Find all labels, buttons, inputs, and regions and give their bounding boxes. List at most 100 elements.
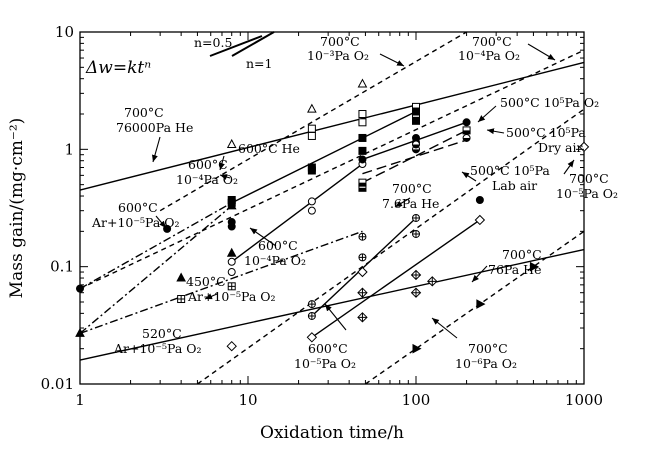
annotation-arrow <box>461 171 477 182</box>
annotation-label: 450°C <box>186 274 226 289</box>
data-point <box>474 214 486 226</box>
data-point <box>307 197 316 206</box>
data-point <box>412 133 420 142</box>
fit-line <box>79 205 233 334</box>
axis-ticks <box>79 31 585 385</box>
data-point <box>307 131 316 140</box>
annotation-label: 700°C <box>124 105 164 120</box>
rate-law-equation: Δw=ktⁿ <box>85 58 151 78</box>
data-point <box>176 272 186 282</box>
data-point <box>75 327 85 337</box>
data-point <box>462 133 471 142</box>
annotation-label: n=1 <box>246 56 272 71</box>
fit-line <box>231 163 363 263</box>
annotation-label: 76Pa He <box>488 262 541 277</box>
annotation-label: Ar+10⁻⁵Pa O₂ <box>187 289 276 304</box>
fit-line <box>362 139 467 175</box>
annotation-arrow <box>477 105 497 123</box>
data-point <box>476 299 486 309</box>
annotation-label: 76000Pa He <box>116 120 193 135</box>
data-point <box>412 343 422 354</box>
annotation-label: 10⁻⁵Pa O₂ <box>556 186 618 201</box>
annotation-arrow <box>471 265 488 283</box>
tick-labels: 1 10 100 1000 0.01 0.1 1 10 <box>41 23 604 409</box>
data-points <box>75 78 590 354</box>
data-point <box>177 295 186 304</box>
data-point <box>226 138 237 148</box>
plot-frame <box>79 31 585 385</box>
data-point <box>462 126 471 135</box>
annotation-arrow <box>151 136 161 163</box>
annotation-label: 600°C <box>188 157 228 172</box>
annotation-label: 10⁻⁴Pa O₂ <box>458 48 520 63</box>
annotation-arrow <box>219 155 225 171</box>
data-point <box>76 284 84 293</box>
data-point <box>358 146 367 155</box>
data-point <box>358 133 367 142</box>
annotation-label: Lab air <box>492 178 537 193</box>
fit-line <box>197 108 585 385</box>
data-point <box>412 140 420 149</box>
annotation-label: 700°C <box>502 247 542 262</box>
data-point <box>227 218 236 227</box>
data-point <box>357 287 368 298</box>
data-point <box>357 78 368 88</box>
fit-line <box>231 110 417 204</box>
fit-line <box>79 248 585 361</box>
data-point <box>412 107 420 116</box>
data-point <box>475 195 484 204</box>
annotation-label: 500°C 10⁵Pa <box>470 163 550 178</box>
data-point <box>307 163 316 172</box>
x-tick-label: 10 <box>238 391 257 409</box>
data-point <box>358 110 367 119</box>
annotation-label: 10⁻⁴Pa O₂ <box>244 253 306 268</box>
fit-line <box>362 129 467 184</box>
annotation-label: 700°C <box>320 34 360 49</box>
y-axis-title: Mass gain/(mg·cm⁻²) <box>7 118 27 299</box>
data-point <box>357 312 368 323</box>
annotation-arrow <box>394 197 411 208</box>
data-point <box>227 268 236 277</box>
annotation-arrow <box>204 293 218 300</box>
slope-line-n1 <box>231 31 275 57</box>
annotation-label: Ar+10⁻⁵Pa O₂ <box>113 341 202 356</box>
annotation-label: 7.6Pa He <box>382 196 439 211</box>
data-point <box>410 287 422 298</box>
annotation-label: n=0.5 <box>194 35 232 50</box>
fit-line <box>311 217 417 317</box>
annotation-arrow <box>431 317 458 339</box>
data-point <box>307 311 316 320</box>
annotation-label: Ar+10⁻⁵Pa O₂ <box>91 215 180 230</box>
annotation-arrow <box>563 159 575 175</box>
annotation-label: 700°C <box>569 171 609 186</box>
y-tick-label: 0.1 <box>50 258 74 276</box>
annotation-label: 600°C He <box>238 141 300 156</box>
annotation-label: 600°C <box>258 238 298 253</box>
annotation-arrow <box>324 303 347 331</box>
data-point <box>227 282 236 291</box>
y-tick-label: 0.01 <box>41 375 74 393</box>
fit-line <box>311 219 481 338</box>
slope-reference-lines <box>209 31 275 57</box>
annotation-label: 10⁻³Pa O₂ <box>307 48 369 63</box>
data-point <box>226 200 237 210</box>
data-point <box>412 116 420 125</box>
annotation-arrow <box>486 128 505 135</box>
fit-line <box>79 61 585 191</box>
data-point <box>412 213 420 222</box>
slope-line-n05 <box>209 35 263 57</box>
data-point <box>412 229 420 238</box>
annotation-arrows <box>151 43 575 339</box>
x-tick-label: 100 <box>402 391 431 409</box>
annotation-label: 700°C <box>392 181 432 196</box>
fit-line <box>79 230 363 335</box>
annotation-label: Dry air <box>538 140 582 155</box>
annotation-arrow <box>155 215 167 229</box>
data-point <box>358 232 367 241</box>
data-point <box>358 178 367 187</box>
data-point <box>358 155 367 164</box>
data-point <box>357 266 368 278</box>
x-tick-label: 1000 <box>565 391 603 409</box>
